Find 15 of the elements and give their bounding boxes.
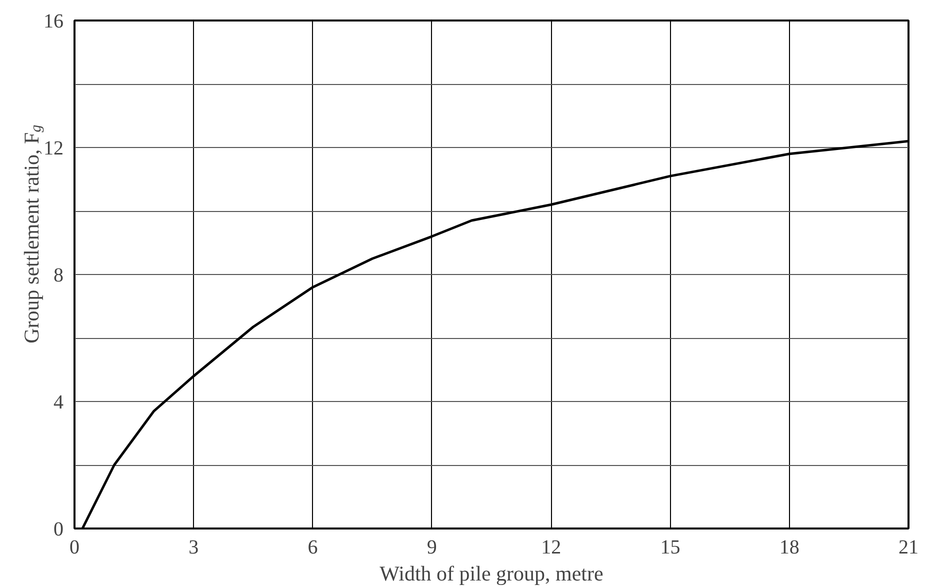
y-tick-label: 12 [44, 138, 64, 160]
x-tick-label: 15 [660, 536, 680, 558]
y-tick-label: 16 [44, 10, 64, 32]
x-tick-label: 3 [188, 536, 199, 558]
x-tick-label: 12 [541, 536, 562, 558]
y-tick-label: 4 [54, 392, 64, 414]
x-tick-label: 6 [308, 536, 318, 558]
x-axis-title: Width of pile group, metre [380, 562, 604, 586]
x-tick-label: 0 [70, 536, 80, 558]
x-tick-label: 9 [426, 536, 437, 558]
y-axis-title: Group settlement ratio, Fg [20, 124, 44, 344]
y-tick-label: 0 [54, 518, 64, 540]
x-tick-label: 18 [779, 536, 800, 558]
x-tick-label: 21 [898, 536, 918, 558]
y-tick-label: 8 [54, 264, 64, 286]
